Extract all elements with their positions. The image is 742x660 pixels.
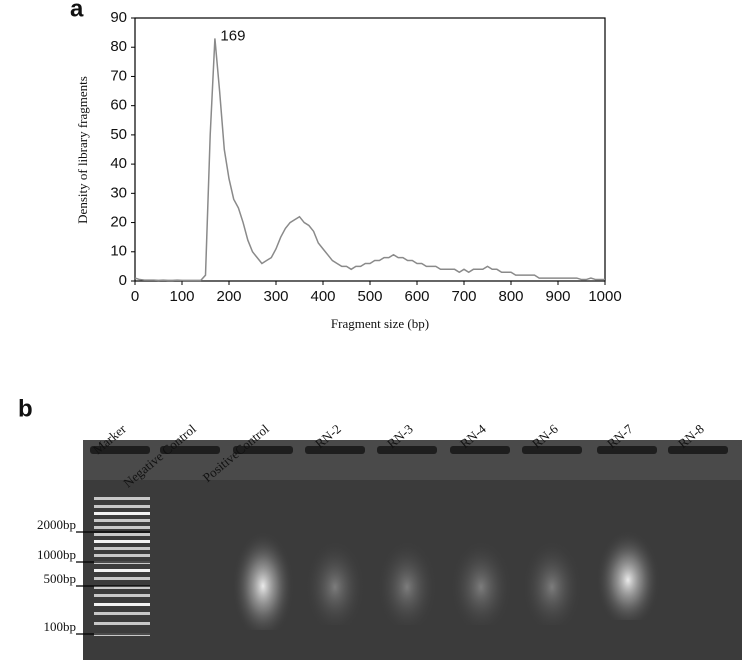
well <box>233 446 293 454</box>
x-tick-label: 500 <box>357 288 382 305</box>
ladder-band <box>94 547 150 550</box>
ladder-band <box>94 540 150 543</box>
y-tick-label: 90 <box>110 9 127 26</box>
x-tick-label: 800 <box>498 288 523 305</box>
ladder-band <box>94 512 150 515</box>
well <box>377 446 437 454</box>
ladder-band <box>94 519 150 522</box>
marker-label: 100bp <box>44 619 77 634</box>
x-tick-label: 600 <box>404 288 429 305</box>
panel-label: a <box>70 0 84 22</box>
gel-image <box>83 440 742 660</box>
y-tick-label: 40 <box>110 155 127 172</box>
smear <box>596 520 660 620</box>
x-tick-label: 200 <box>216 288 241 305</box>
panel-label: b <box>18 395 33 422</box>
y-tick-label: 80 <box>110 38 127 55</box>
x-tick-label: 100 <box>169 288 194 305</box>
x-axis-label: Fragment size (bp) <box>331 316 429 331</box>
x-tick-label: 900 <box>545 288 570 305</box>
ladder-band <box>94 533 150 536</box>
x-tick-label: 400 <box>310 288 335 305</box>
x-tick-label: 1000 <box>588 288 621 305</box>
smear <box>305 530 365 625</box>
x-tick-label: 300 <box>263 288 288 305</box>
y-tick-label: 50 <box>110 126 127 143</box>
ladder-band <box>94 586 150 589</box>
well <box>305 446 365 454</box>
y-tick-label: 0 <box>119 272 127 289</box>
x-tick-label: 0 <box>131 288 139 305</box>
annotation: 169 <box>220 27 245 44</box>
plot-frame <box>134 17 606 282</box>
ladder-band <box>94 603 150 606</box>
marker-label: 1000bp <box>37 547 76 562</box>
well <box>450 446 510 454</box>
smear <box>450 530 512 625</box>
ladder-band <box>94 622 150 625</box>
ladder-band <box>94 497 150 500</box>
ladder-band <box>94 594 150 597</box>
well <box>522 446 582 454</box>
smear <box>377 530 437 625</box>
ladder-band <box>94 569 150 572</box>
y-tick-label: 30 <box>110 184 127 201</box>
y-tick-label: 10 <box>110 243 127 260</box>
marker-label: 500bp <box>44 571 77 586</box>
x-tick-label: 700 <box>451 288 476 305</box>
ladder-band <box>94 577 150 580</box>
data-line <box>134 38 605 282</box>
well <box>668 446 728 454</box>
y-tick-label: 60 <box>110 97 127 114</box>
well <box>160 446 220 454</box>
well <box>597 446 657 454</box>
ladder-band <box>94 612 150 615</box>
smear <box>522 530 582 625</box>
marker-label: 2000bp <box>37 517 76 532</box>
ladder-band <box>94 505 150 508</box>
ladder-band <box>94 526 150 529</box>
y-tick-label: 20 <box>110 214 127 231</box>
smear <box>232 520 294 630</box>
y-axis-label: Density of library fragments <box>75 76 90 224</box>
ladder-band <box>94 554 150 557</box>
y-tick-label: 70 <box>110 67 127 84</box>
well <box>90 446 150 454</box>
